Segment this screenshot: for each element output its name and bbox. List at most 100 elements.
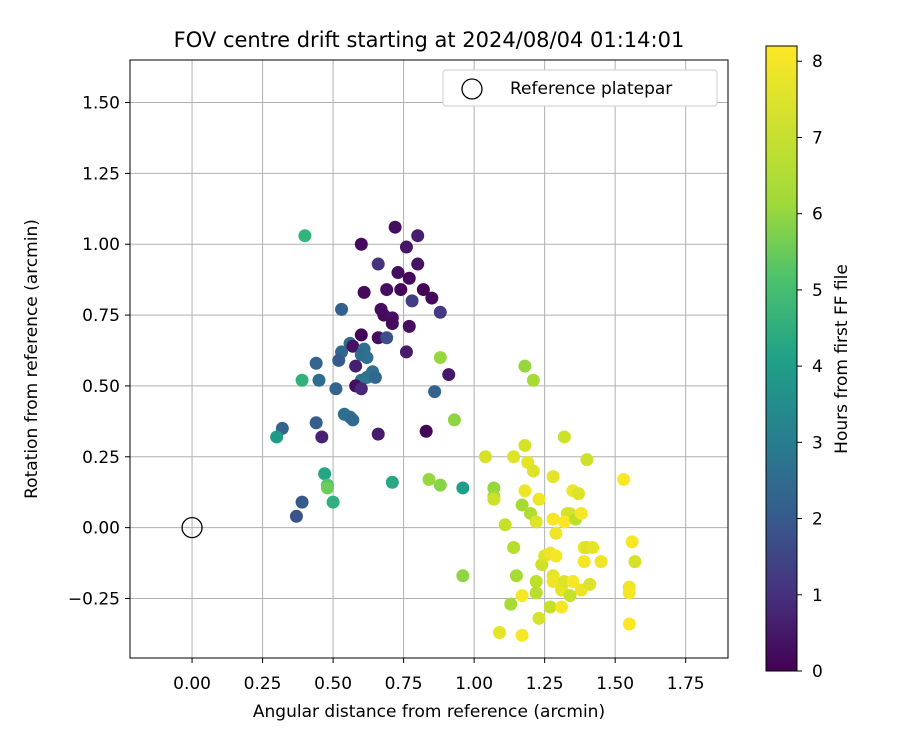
y-tick-label: −0.25	[68, 589, 120, 609]
data-point	[360, 351, 374, 365]
data-point	[617, 472, 631, 486]
colorbar-tick-label: 6	[812, 205, 823, 225]
y-tick-label: 1.00	[82, 235, 120, 255]
data-point	[312, 373, 326, 387]
data-point	[498, 518, 512, 532]
colorbar-tick-label: 3	[812, 433, 823, 453]
y-tick-label: 1.50	[82, 94, 120, 114]
legend-reference-marker	[461, 78, 483, 100]
data-point	[546, 512, 560, 526]
data-point	[422, 472, 436, 486]
colorbar-tick-label: 7	[812, 128, 823, 148]
data-point	[332, 353, 346, 367]
data-point	[346, 413, 360, 427]
data-point	[478, 450, 492, 464]
data-point	[580, 453, 594, 467]
data-point	[371, 427, 385, 441]
data-point	[622, 617, 636, 631]
data-point	[628, 555, 642, 569]
data-point	[532, 611, 546, 625]
data-point	[529, 586, 543, 600]
data-point	[388, 220, 402, 234]
data-point	[357, 285, 371, 299]
x-tick-label: 1.00	[455, 674, 493, 694]
data-point	[442, 368, 456, 382]
grid	[130, 60, 728, 658]
data-point	[394, 283, 408, 297]
data-point	[555, 600, 569, 614]
data-point	[411, 229, 425, 243]
x-tick-label: 0.50	[314, 674, 352, 694]
data-point	[507, 540, 521, 554]
y-axis-label: Rotation from reference (arcmin)	[22, 219, 42, 499]
data-point	[385, 317, 399, 331]
colorbar-gradient	[765, 45, 798, 672]
data-point	[526, 373, 540, 387]
data-point	[532, 492, 546, 506]
data-point	[549, 549, 563, 563]
data-point	[315, 430, 329, 444]
data-point	[309, 416, 323, 430]
colorbar-tick-label: 2	[812, 510, 823, 530]
data-point	[493, 625, 507, 639]
data-point	[487, 492, 501, 506]
data-point	[546, 470, 560, 484]
colorbar-ticks: 0 1 2 3 4 5 6 7 8	[797, 52, 823, 682]
data-point	[309, 356, 323, 370]
data-point	[298, 229, 312, 243]
data-points	[270, 220, 642, 642]
data-point	[566, 574, 580, 588]
colorbar-tick-label: 0	[812, 662, 823, 682]
data-point	[380, 331, 394, 345]
data-point	[515, 589, 529, 603]
y-tick-label: 0.50	[82, 377, 120, 397]
data-point	[572, 487, 585, 501]
data-point	[402, 271, 416, 285]
reference-marker	[181, 516, 203, 539]
data-point	[557, 430, 571, 444]
data-point	[411, 257, 425, 271]
legend-label: Reference platepar	[510, 79, 672, 99]
x-tick-label: 0.00	[173, 674, 211, 694]
data-point	[354, 382, 368, 396]
data-point	[354, 328, 368, 342]
data-point	[518, 484, 532, 498]
data-point	[518, 359, 532, 373]
data-point	[399, 345, 413, 359]
data-point	[428, 385, 442, 399]
data-point	[594, 555, 608, 569]
data-point	[504, 597, 518, 611]
data-point	[371, 257, 385, 271]
data-point	[346, 339, 360, 353]
data-point	[456, 481, 470, 495]
data-point	[529, 574, 543, 588]
data-point	[586, 540, 600, 554]
data-point	[583, 577, 597, 591]
data-point	[354, 237, 368, 251]
data-point	[447, 413, 461, 427]
data-point	[509, 569, 523, 583]
data-point	[295, 495, 309, 509]
data-point	[391, 266, 405, 280]
data-point	[549, 526, 563, 540]
data-point	[349, 359, 363, 373]
data-point	[433, 305, 447, 319]
colorbar-label: Hours from first FF file	[832, 264, 852, 454]
x-axis-label: Angular distance from reference (arcmin)	[253, 702, 605, 722]
data-point	[543, 600, 557, 614]
colorbar-tick-label: 4	[812, 357, 823, 377]
data-point	[622, 586, 636, 600]
data-point	[433, 478, 447, 492]
data-point	[507, 450, 521, 464]
data-point	[518, 438, 532, 452]
data-point	[577, 555, 591, 569]
data-point	[335, 302, 349, 316]
data-point	[526, 464, 540, 478]
y-tick-label: 0.75	[82, 306, 120, 326]
data-point	[557, 515, 571, 529]
data-point	[318, 467, 332, 481]
y-tick-label: 1.25	[82, 164, 120, 184]
y-tick-label: 0.25	[82, 448, 120, 468]
data-point	[380, 283, 394, 297]
